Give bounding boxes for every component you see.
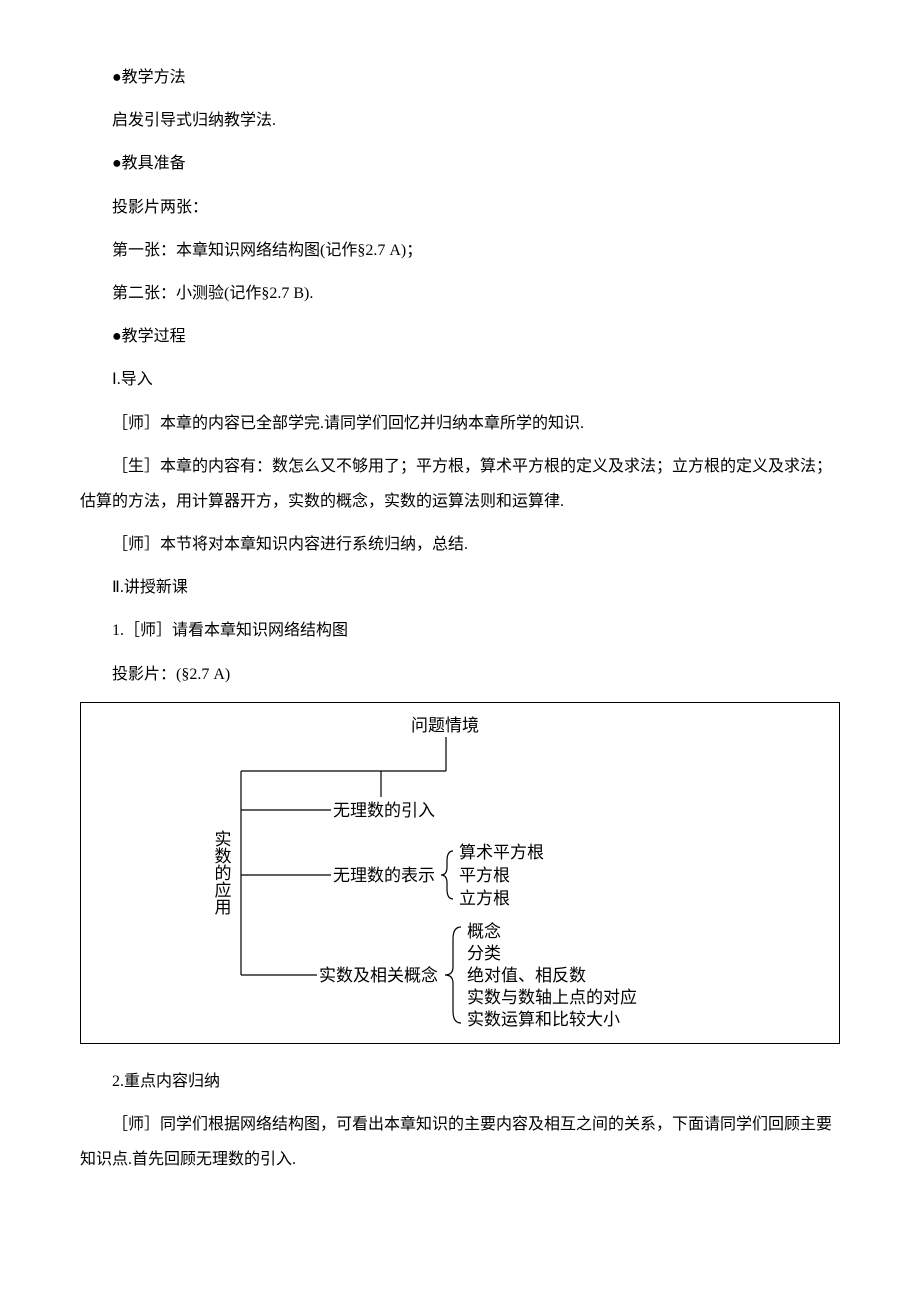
- para-slide-2: 第二张：小测验(记作§2.7 B).: [80, 276, 840, 311]
- brace-row3: [445, 927, 461, 1023]
- node-row1: 无理数的引入: [333, 801, 435, 820]
- para-student-1: ［生］本章的内容有：数怎么又不够用了；平方根，算术平方根的定义及求法；立方根的定…: [80, 449, 840, 519]
- node-row2-item-0: 算术平方根: [459, 843, 544, 862]
- node-row3: 实数及相关概念: [319, 965, 438, 985]
- para-teacher-3: 1.［师］请看本章知识网络结构图: [80, 613, 840, 648]
- heading-summary: 2.重点内容归纳: [80, 1064, 840, 1099]
- node-row3-item-2: 绝对值、相反数: [467, 966, 586, 985]
- para-slides-intro: 投影片两张：: [80, 190, 840, 225]
- node-row3-item-4: 实数运算和比较大小: [467, 1010, 620, 1029]
- node-row3-item-0: 概念: [467, 921, 501, 941]
- node-row3-item-1: 分类: [467, 944, 501, 963]
- para-method-detail: 启发引导式归纳教学法.: [80, 103, 840, 138]
- heading-lecture: Ⅱ.讲授新课: [80, 570, 840, 605]
- node-left-vertical: 实数的应用: [212, 830, 232, 916]
- para-slide-ref: 投影片：(§2.7 A): [80, 657, 840, 692]
- node-row2-item-2: 立方根: [459, 889, 510, 908]
- brace-row2: [441, 851, 453, 899]
- para-teacher-2: ［师］本节将对本章知识内容进行系统归纳，总结.: [80, 527, 840, 562]
- heading-tools: ●教具准备: [80, 146, 840, 181]
- heading-process: ●教学过程: [80, 319, 840, 354]
- node-row2: 无理数的表示: [333, 866, 435, 885]
- heading-method: ●教学方法: [80, 60, 840, 95]
- knowledge-structure-diagram: 问题情境 实数的应用 无理数的引入 无理数的表示 算术平方根 平方根 立方根 实…: [80, 702, 840, 1044]
- node-top: 问题情境: [411, 716, 479, 735]
- para-teacher-4: ［师］同学们根据网络结构图，可看出本章知识的主要内容及相互之间的关系，下面请同学…: [80, 1107, 840, 1177]
- node-row3-item-3: 实数与数轴上点的对应: [467, 988, 637, 1007]
- heading-intro: Ⅰ.导入: [80, 362, 840, 397]
- diagram-svg: 问题情境 实数的应用 无理数的引入 无理数的表示 算术平方根 平方根 立方根 实…: [101, 715, 801, 1035]
- node-row2-item-1: 平方根: [459, 866, 510, 885]
- para-slide-1: 第一张：本章知识网络结构图(记作§2.7 A)；: [80, 233, 840, 268]
- para-teacher-1: ［师］本章的内容已全部学完.请同学们回忆并归纳本章所学的知识.: [80, 406, 840, 441]
